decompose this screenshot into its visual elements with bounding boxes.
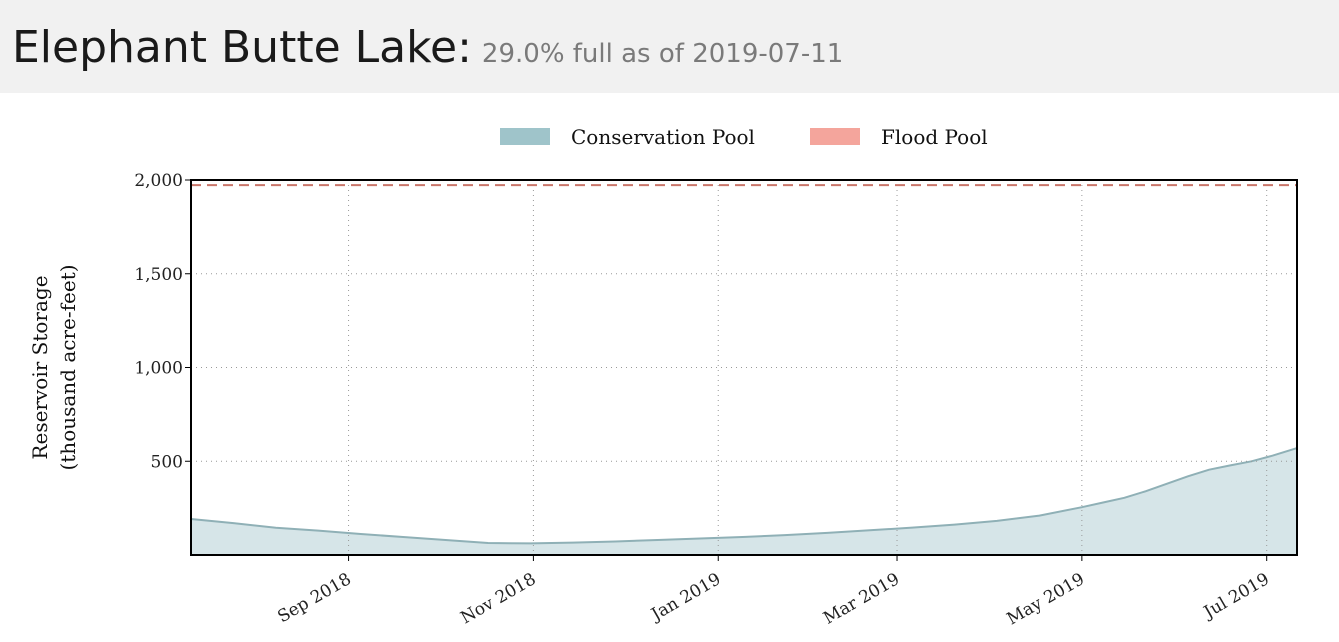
legend-swatch xyxy=(500,128,550,145)
plot-area xyxy=(190,179,1298,556)
legend-swatch xyxy=(810,128,860,145)
conservation-pool-line xyxy=(190,447,1298,545)
y-axis-label: Reservoir Storage (thousand acre-feet) xyxy=(28,264,80,470)
y-tick-label: 1,000 xyxy=(134,359,183,379)
fill-status: 29.0% full as of 2019-07-11 xyxy=(481,39,844,69)
y-tick-label: 500 xyxy=(151,452,183,472)
chart-legend: Conservation Pool Flood Pool xyxy=(500,125,988,149)
conservation-pool-area xyxy=(191,448,1297,555)
storage-chart: Conservation Pool Flood Pool Reservoir St… xyxy=(28,125,1298,629)
y-axis-label-line: Reservoir Storage xyxy=(28,275,52,459)
x-tick-label: Mar 2019 xyxy=(820,569,903,628)
x-tick-label: Jan 2019 xyxy=(646,569,724,626)
x-tick-label: Sep 2018 xyxy=(274,569,354,627)
y-axis-label-line: (thousand acre-feet) xyxy=(56,264,80,470)
x-axis: Sep 2018 Nov 2018 Jan 2019 Mar 2019 May 2019… xyxy=(274,555,1273,629)
legend-label: Flood Pool xyxy=(881,125,988,149)
x-tick-label: Jul 2019 xyxy=(1199,569,1273,623)
y-tick-label: 2,000 xyxy=(134,171,183,191)
x-tick-label: Nov 2018 xyxy=(457,569,539,628)
legend-label: Conservation Pool xyxy=(571,125,755,149)
y-tick-label: 1,500 xyxy=(134,265,183,285)
page-header: Elephant Butte Lake: 29.0% full as of 201… xyxy=(0,0,1339,93)
page-title: Elephant Butte Lake: 29.0% full as of 201… xyxy=(12,22,843,73)
lake-name: Elephant Butte Lake: xyxy=(12,22,472,73)
x-tick-label: May 2019 xyxy=(1004,569,1088,629)
y-axis: 500 1,000 1,500 2,000 xyxy=(134,171,191,472)
